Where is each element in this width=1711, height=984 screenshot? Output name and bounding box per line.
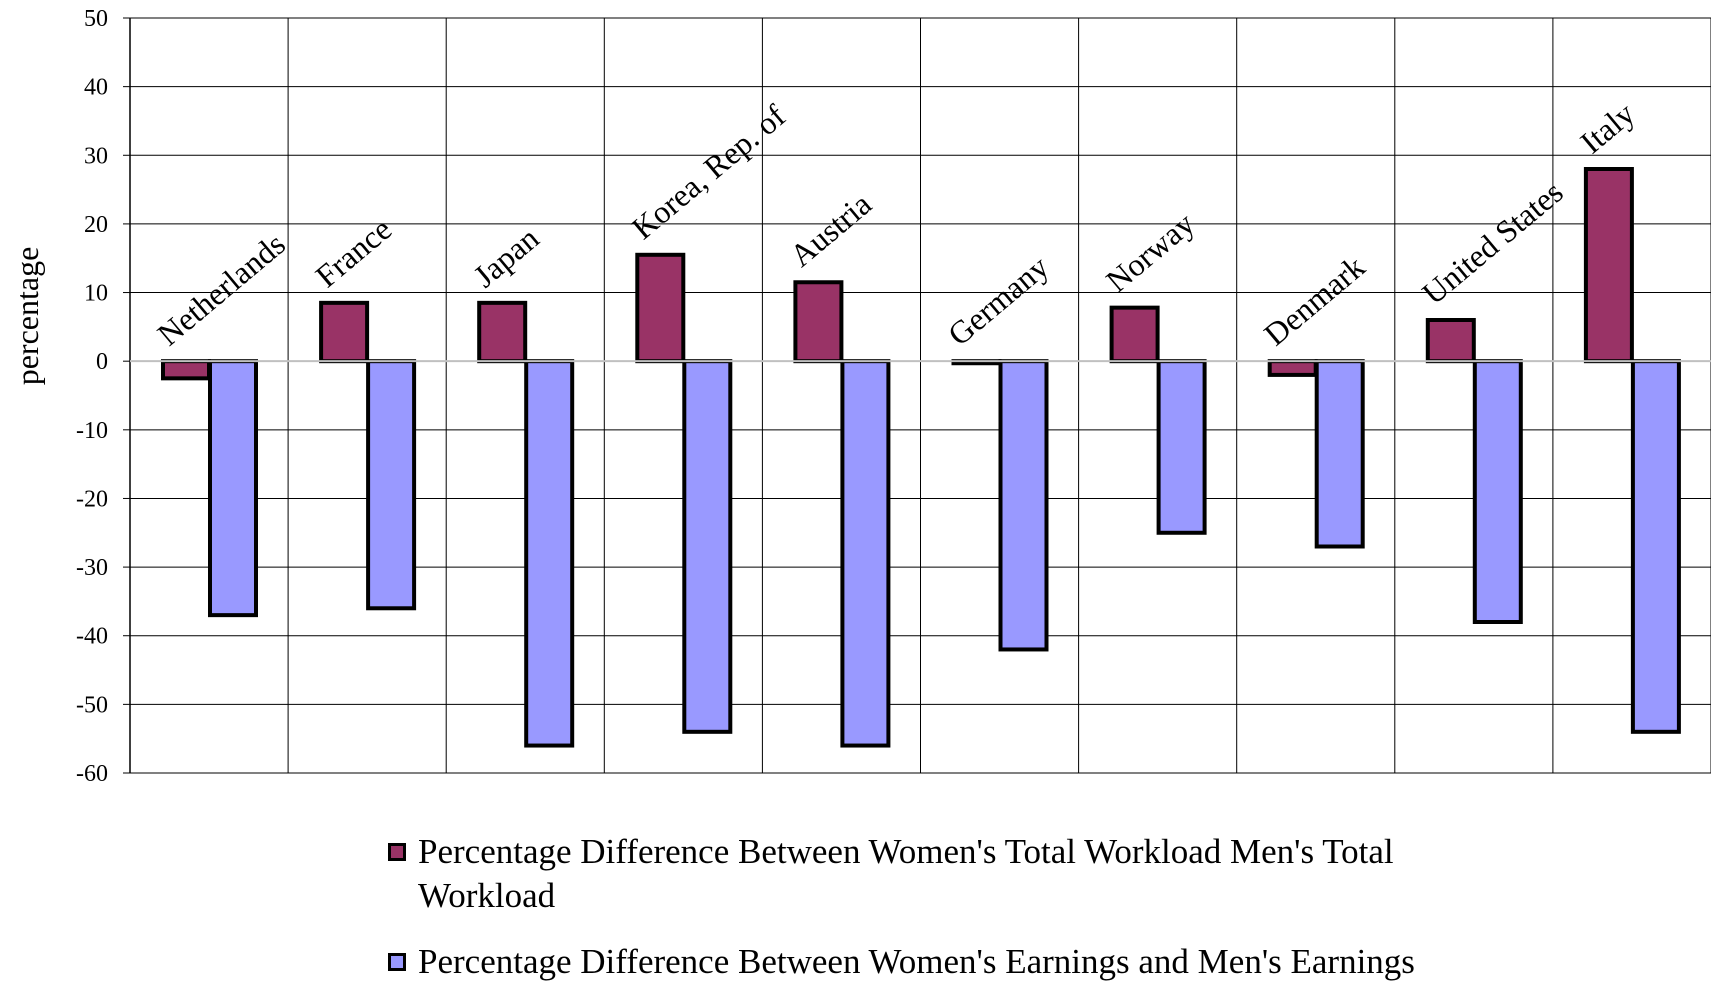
bar-workload xyxy=(635,252,686,364)
bar-workload xyxy=(1109,305,1160,364)
bar-workload xyxy=(1583,167,1634,364)
bar-workload xyxy=(319,300,370,364)
bar-workload xyxy=(161,359,211,381)
y-tick-label: 10 xyxy=(84,281,108,307)
y-tick-label: -50 xyxy=(76,692,108,718)
y-tick-label: -30 xyxy=(76,555,108,581)
bar-workload xyxy=(1267,359,1318,377)
bar-earnings xyxy=(524,359,575,748)
y-tick-label: 30 xyxy=(84,143,108,169)
bar-earnings xyxy=(1472,359,1523,624)
category-label: Japan xyxy=(467,220,546,294)
y-tick-label: 50 xyxy=(84,6,108,32)
category-label: Netherlands xyxy=(150,226,292,353)
legend-item-earnings: Percentage Difference Between Women's Ea… xyxy=(388,940,1538,984)
bar-earnings xyxy=(208,359,258,618)
y-tick-label: -60 xyxy=(76,761,108,787)
category-label: Austria xyxy=(783,185,878,273)
y-tick-label: 20 xyxy=(84,212,108,238)
category-label: Italy xyxy=(1573,95,1641,160)
bar-workload xyxy=(477,300,528,364)
bar-earnings xyxy=(366,359,417,611)
category-label: Norway xyxy=(1099,205,1201,299)
category-label: United States xyxy=(1415,174,1570,312)
y-tick-label: 0 xyxy=(96,349,108,375)
bar-earnings xyxy=(840,359,891,748)
category-label: France xyxy=(308,211,398,295)
y-tick-label: -10 xyxy=(76,418,108,444)
y-tick-label: -20 xyxy=(76,486,108,512)
y-tick-label: 40 xyxy=(84,75,108,101)
bar-earnings xyxy=(1156,359,1207,535)
bar-earnings xyxy=(998,359,1049,652)
bar-workload xyxy=(793,280,844,364)
bar-earnings xyxy=(1314,359,1365,549)
legend-label-workload: Percentage Difference Between Women's To… xyxy=(418,832,1394,915)
legend-swatch-earnings xyxy=(388,953,406,971)
y-tick-label: -40 xyxy=(76,624,108,650)
legend: Percentage Difference Between Women's To… xyxy=(388,830,1538,984)
legend-swatch-workload xyxy=(388,843,406,861)
bar-workload xyxy=(1425,318,1476,364)
legend-item-workload: Percentage Difference Between Women's To… xyxy=(388,830,1538,918)
bar-earnings xyxy=(682,359,733,734)
category-label: Denmark xyxy=(1257,248,1371,352)
bar-earnings xyxy=(1630,359,1681,734)
category-label: Germany xyxy=(941,248,1055,352)
y-axis-ticks: -60 -50 -40 -30 -20 -10 0 10 20 30 40 50 xyxy=(76,6,130,787)
y-axis-label: percentage xyxy=(9,247,45,386)
legend-label-earnings: Percentage Difference Between Women's Ea… xyxy=(418,942,1415,981)
